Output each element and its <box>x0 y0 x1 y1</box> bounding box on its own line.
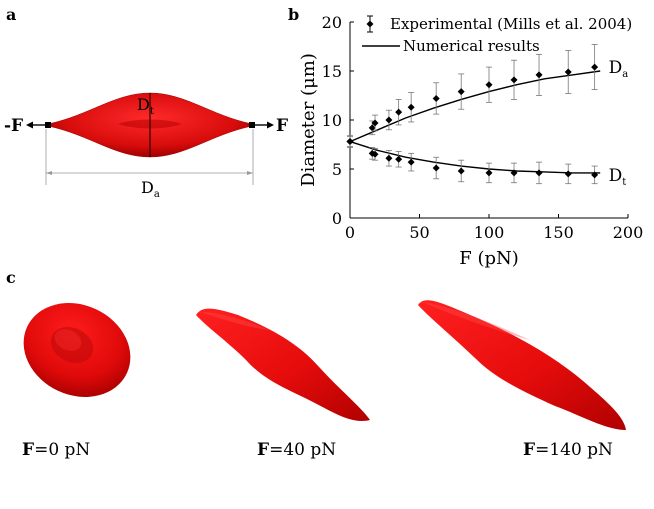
x-axis-label: F (pN) <box>459 248 519 269</box>
data-point <box>407 103 415 111</box>
y-tick-label: 20 <box>322 13 342 32</box>
series-label: Dt <box>609 166 627 188</box>
force-right-label: F <box>276 116 288 136</box>
legend-numerical: Numerical results <box>403 37 540 55</box>
data-point <box>407 158 415 166</box>
y-tick-label: 15 <box>322 62 342 81</box>
legend-experimental: Experimental (Mills et al. 2004) <box>390 15 632 33</box>
legend-marker <box>366 20 374 28</box>
data-point <box>510 76 518 84</box>
x-tick-label: 100 <box>474 223 505 242</box>
right-bead <box>249 122 255 128</box>
data-point <box>385 154 393 162</box>
series-label: Da <box>609 58 629 80</box>
data-point <box>395 108 403 116</box>
data-point <box>510 169 518 177</box>
y-tick-label: 0 <box>332 209 342 228</box>
cell-40pn <box>196 308 370 421</box>
panel-label-c: c <box>6 268 16 287</box>
cell-0pn <box>23 303 131 397</box>
x-tick-label: 150 <box>543 223 574 242</box>
data-point <box>535 169 543 177</box>
panel-label-a: a <box>6 5 17 24</box>
data-point <box>395 155 403 163</box>
data-point <box>564 170 572 178</box>
panel-label-b: b <box>288 5 300 24</box>
right-force-arrow <box>267 121 274 129</box>
transverse-label: Dt <box>137 95 154 117</box>
cell-3d-renderings <box>23 300 626 430</box>
axial-label: Da <box>141 178 160 200</box>
diameter-force-chart: 0 50 100 150 200 0 5 10 15 20 F (pN) Diameter (μm) D… <box>298 13 644 269</box>
data-point <box>371 150 379 158</box>
x-tick-label: 0 <box>345 223 355 242</box>
y-axis-label: Diameter (μm) <box>298 53 319 187</box>
data-point <box>591 63 599 71</box>
data-point <box>346 138 354 146</box>
data-point <box>535 71 543 79</box>
caption-0pn: F=0 pN <box>22 440 91 460</box>
x-tick-label: 200 <box>613 223 644 242</box>
numerical-curve <box>349 140 601 174</box>
data-point <box>432 164 440 172</box>
force-left-label: -F <box>4 116 23 136</box>
data-point <box>564 68 572 76</box>
data-point <box>591 171 599 179</box>
stretched-cell-diagram: -F F Dt Da <box>4 92 288 200</box>
data-point <box>457 167 465 175</box>
caption-40pn: F=40 pN <box>257 440 337 460</box>
x-tick-label: 50 <box>409 223 429 242</box>
data-point <box>485 81 493 89</box>
data-point <box>457 88 465 96</box>
data-point <box>432 94 440 102</box>
y-tick-label: 10 <box>322 111 342 130</box>
caption-140pn: F=140 pN <box>523 440 613 460</box>
left-force-arrow <box>26 121 33 129</box>
left-bead <box>45 122 51 128</box>
data-point <box>385 116 393 124</box>
data-point <box>368 124 376 132</box>
data-point <box>371 119 379 127</box>
y-tick-label: 5 <box>332 160 342 179</box>
numerical-curve <box>349 70 601 143</box>
data-point <box>485 169 493 177</box>
cell-140pn <box>418 300 626 430</box>
